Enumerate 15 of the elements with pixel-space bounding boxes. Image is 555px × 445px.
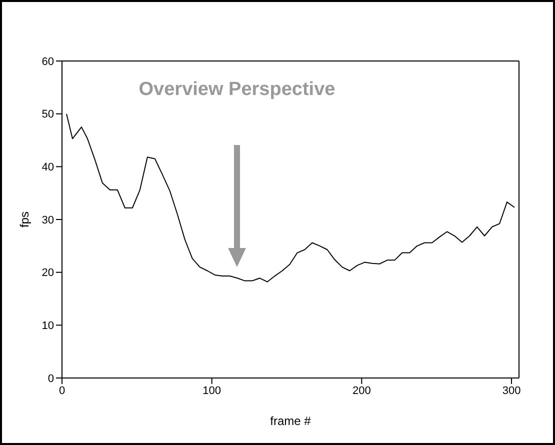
x-tick-label: 300	[502, 384, 521, 397]
y-tick-label: 60	[42, 56, 54, 68]
y-axis-title: fps	[17, 211, 32, 228]
x-tick-label: 100	[202, 384, 222, 397]
line-series	[66, 113, 516, 282]
y-tick-label: 10	[42, 320, 54, 332]
x-tick-label: 0	[58, 384, 66, 397]
y-tick-label: 20	[42, 267, 54, 280]
y-tick-label: 50	[42, 108, 54, 121]
x-tick-label: 200	[352, 384, 371, 397]
x-axis-title: frame #	[270, 414, 312, 428]
annotation: Overview Perspective	[138, 79, 336, 101]
y-tick-label: 40	[42, 162, 54, 174]
y-tick-label: 30	[42, 214, 54, 226]
y-tick-label: 0	[48, 372, 54, 385]
